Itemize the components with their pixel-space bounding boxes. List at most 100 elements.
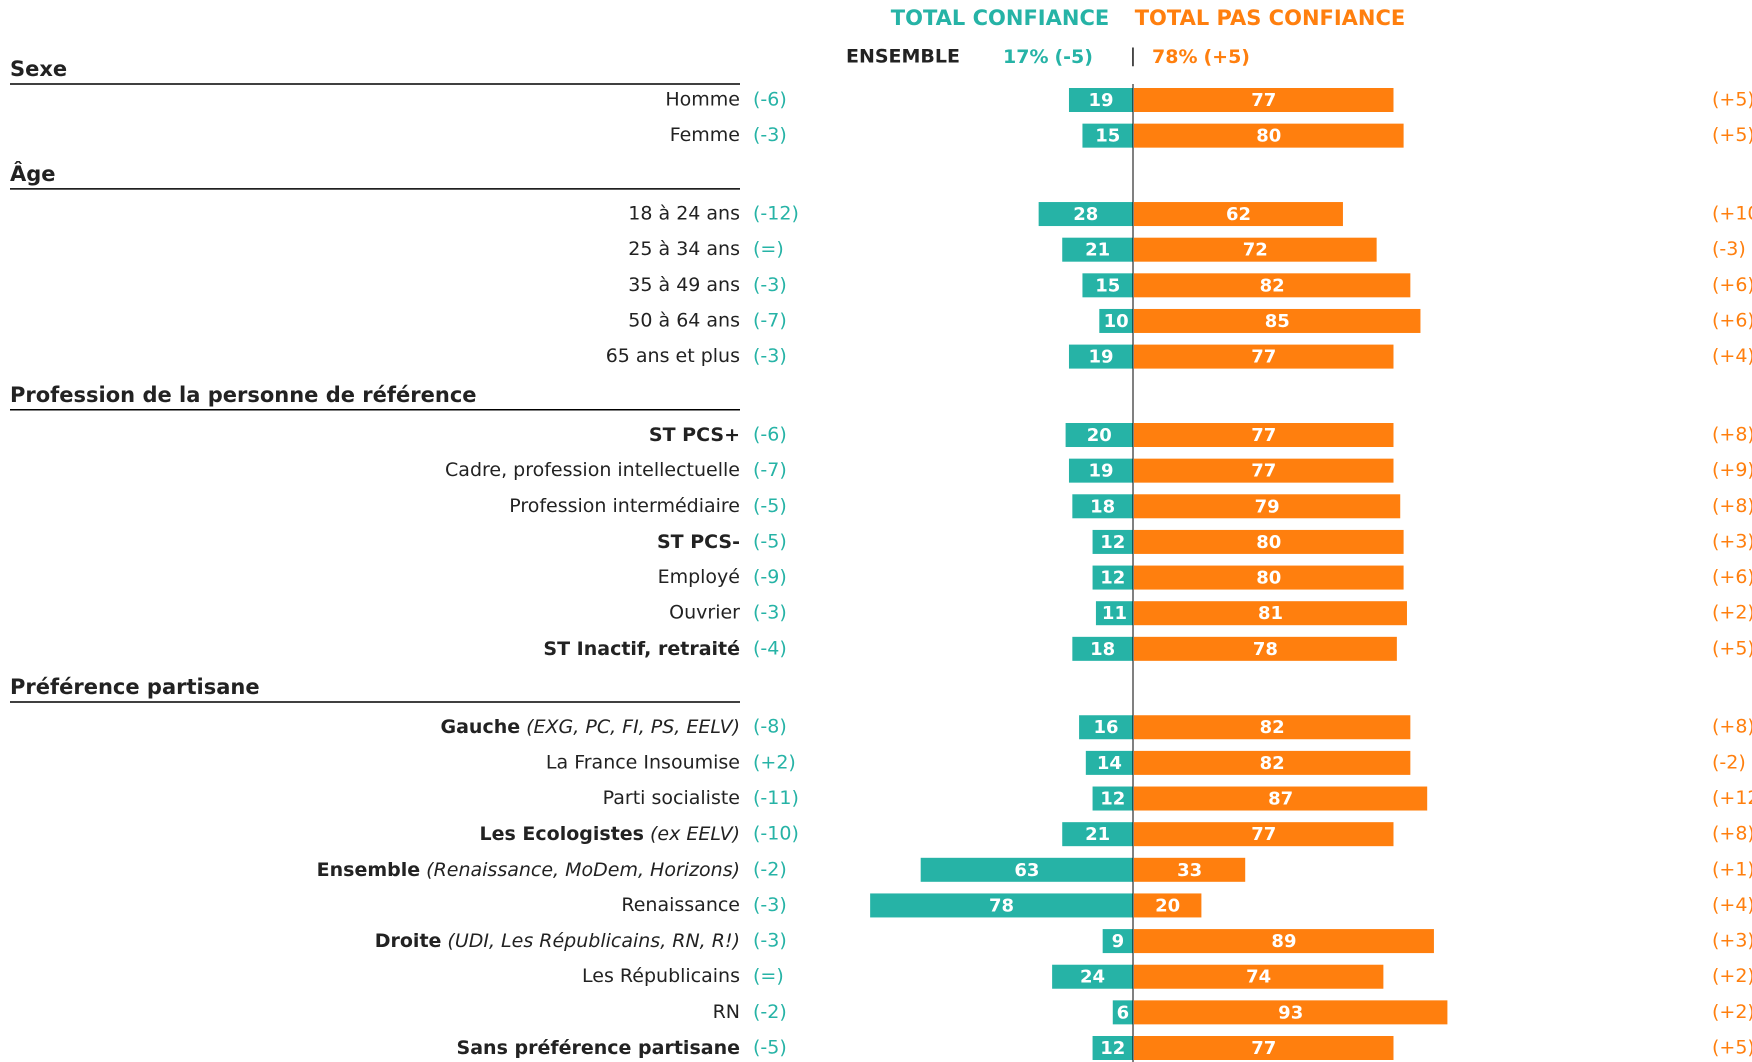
change-label: (-6) <box>753 89 787 111</box>
bar <box>920 857 1133 882</box>
bar <box>1134 929 1434 954</box>
bar-value: 63 <box>1014 860 1039 881</box>
change-label: (+8) <box>1712 424 1752 446</box>
change-label: (-2) <box>1712 751 1746 773</box>
bar-value: 77 <box>1251 1038 1276 1059</box>
bar-value: 82 <box>1260 275 1285 296</box>
category-label: ST PCS- <box>657 530 740 552</box>
bar-value: 80 <box>1256 126 1281 147</box>
bar-value: 81 <box>1258 603 1283 624</box>
change-label: (-2) <box>753 1001 787 1023</box>
category-label: Cadre, profession intellectuelle <box>445 459 740 481</box>
category-label: Employé <box>658 566 740 588</box>
bar <box>1134 565 1404 590</box>
group-title: Préférence partisane <box>10 675 260 699</box>
category-label: Femme <box>670 124 740 146</box>
change-label: (+3) <box>1712 530 1752 552</box>
category-label: Droite (UDI, Les Républicains, RN, R!) <box>375 930 740 952</box>
category-italic: (Renaissance, MoDem, Horizons) <box>426 858 740 880</box>
category-label: ST PCS+ <box>649 424 740 446</box>
bar-value: 15 <box>1095 275 1120 296</box>
bar <box>1062 237 1133 262</box>
bar-value: 78 <box>989 895 1014 916</box>
bar <box>1134 964 1384 989</box>
group-title: Sexe <box>10 57 67 81</box>
bar-value: 19 <box>1088 90 1113 111</box>
change-label: (+1) <box>1712 858 1752 880</box>
category-bold: Sans préférence partisane <box>457 1037 740 1059</box>
bar-value: 21 <box>1085 824 1110 845</box>
group-title: Âge <box>10 161 56 186</box>
change-label: (-3) <box>753 894 787 916</box>
change-label: (-5) <box>753 495 787 517</box>
bar-value: 93 <box>1278 1002 1303 1023</box>
bar-value: 72 <box>1243 240 1268 261</box>
category-label: ST Inactif, retraité <box>543 637 740 659</box>
change-label: (+5) <box>1712 124 1752 146</box>
category-bold: Droite <box>375 930 442 952</box>
bar-value: 28 <box>1073 204 1098 225</box>
change-label: (+6) <box>1712 566 1752 588</box>
category-bold: Ensemble <box>317 858 421 880</box>
change-label: (-3) <box>753 345 787 367</box>
bar-value: 18 <box>1090 496 1115 517</box>
change-label: (+10) <box>1712 203 1752 225</box>
bar <box>1072 494 1133 519</box>
bar-value: 77 <box>1251 425 1276 446</box>
bar <box>1134 344 1394 369</box>
category-label: Profession intermédiaire <box>509 495 740 517</box>
bar-value: 77 <box>1251 824 1276 845</box>
change-label: (-6) <box>753 424 787 446</box>
change-label: (+8) <box>1712 716 1752 738</box>
bar <box>1134 750 1411 775</box>
bar <box>1134 88 1394 112</box>
bar <box>1099 308 1133 333</box>
change-label: (+4) <box>1712 345 1752 367</box>
change-label: (=) <box>753 238 784 260</box>
bar-value: 85 <box>1265 311 1290 332</box>
bar <box>1134 601 1407 626</box>
bar <box>1134 273 1411 298</box>
change-label: (-8) <box>753 716 787 738</box>
bar-value: 15 <box>1095 126 1120 147</box>
bar-value: 33 <box>1177 860 1202 881</box>
bar-value: 82 <box>1260 717 1285 738</box>
bar-value: 20 <box>1087 425 1112 446</box>
group-title: Profession de la personne de référence <box>10 383 477 407</box>
bar <box>1134 857 1246 882</box>
overall-value: 78% <box>1152 46 1197 68</box>
category-label: 35 à 49 ans <box>628 274 740 296</box>
bar <box>1085 750 1133 775</box>
category-bold: ST Inactif, retraité <box>543 637 740 659</box>
change-label: (-3) <box>1712 238 1746 260</box>
change-label: (-7) <box>753 459 787 481</box>
bar-value: 16 <box>1094 717 1119 738</box>
bar-value: 12 <box>1100 1038 1125 1059</box>
bar-value: 9 <box>1112 931 1125 952</box>
change-label: (+3) <box>1712 930 1752 952</box>
category-bold: Les Ecologistes <box>480 823 644 845</box>
change-label: (=) <box>753 965 784 987</box>
category-label: 50 à 64 ans <box>628 309 740 331</box>
bar <box>1082 123 1133 148</box>
change-label: (+2) <box>1712 965 1752 987</box>
bar-value: 82 <box>1260 753 1285 774</box>
overall-label: ENSEMBLE <box>846 46 960 68</box>
bar <box>1095 601 1133 626</box>
bar-value: 87 <box>1268 789 1293 810</box>
category-label: RN <box>713 1001 740 1023</box>
category-label: Renaissance <box>621 894 740 916</box>
bar <box>1068 88 1133 112</box>
change-label: (+8) <box>1712 495 1752 517</box>
overall-confiance: 17% (-5) <box>1003 46 1093 68</box>
category-bold: ST PCS- <box>657 530 740 552</box>
overall-change: (-5) <box>1054 46 1092 68</box>
bar-value: 19 <box>1088 347 1113 368</box>
change-label: (+9) <box>1712 459 1752 481</box>
change-label: (-3) <box>753 274 787 296</box>
change-label: (-2) <box>753 858 787 880</box>
category-label: Ouvrier <box>669 602 740 624</box>
category-label: Les Républicains <box>582 965 740 987</box>
